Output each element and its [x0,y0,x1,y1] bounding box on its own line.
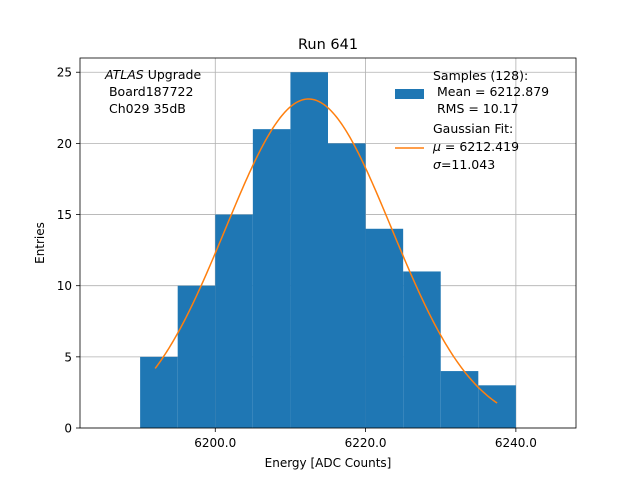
histogram-bar [403,271,441,428]
legend-fit-sigma: σ=11.043 [433,157,495,172]
gaussian-fit-curve [154,98,498,404]
x-axis-label: Energy [ADC Counts] [265,456,392,470]
svg-text:ATLAS Upgrade: ATLAS Upgrade [104,67,201,82]
y-tick-label: 25 [57,66,72,80]
annotation-channel: Ch029 35dB [105,101,186,116]
histogram-bar [177,285,216,428]
legend-hist-line3: RMS = 10.17 [433,101,519,116]
histogram-bar [440,371,479,428]
axis-ticks: 6200.0 6220.0 6240.0 0 5 10 15 20 25 [57,66,537,450]
atlas-annotation: ATLAS Upgrade Board187722 Ch029 35dB [104,67,201,116]
x-tick-label: 6240.0 [495,436,537,450]
legend-hist-line1: Samples (128): [433,68,528,83]
histogram-bar [328,143,366,428]
legend: Samples (128): Mean = 6212.879 RMS = 10.… [395,68,549,172]
x-tick-label: 6220.0 [345,436,387,450]
histogram-bar [252,129,291,428]
annotation-atlas: ATLAS [104,67,144,82]
legend-fit-line1: Gaussian Fit: [433,121,513,136]
x-tick-label: 6200.0 [194,436,236,450]
y-tick-label: 0 [64,422,72,436]
histogram-bars [140,72,516,428]
legend-fit-mu: μ = 6212.419 [432,139,519,154]
annotation-upgrade: Upgrade [144,67,202,82]
y-tick-label: 10 [57,279,72,293]
legend-hist-swatch [395,89,424,99]
y-axis-label: Entries [33,222,47,264]
histogram-bar [290,72,328,428]
legend-hist-line2: Mean = 6212.879 [433,84,549,99]
y-tick-label: 20 [57,137,72,151]
plot-frame [79,57,577,429]
y-tick-label: 5 [64,350,72,364]
annotation-board: Board187722 [105,84,193,99]
histogram-bar [140,356,178,428]
y-tick-label: 15 [57,208,72,222]
chart-title: Run 641 [298,37,358,53]
histogram-bar [365,228,404,428]
histogram-bar [215,214,253,428]
